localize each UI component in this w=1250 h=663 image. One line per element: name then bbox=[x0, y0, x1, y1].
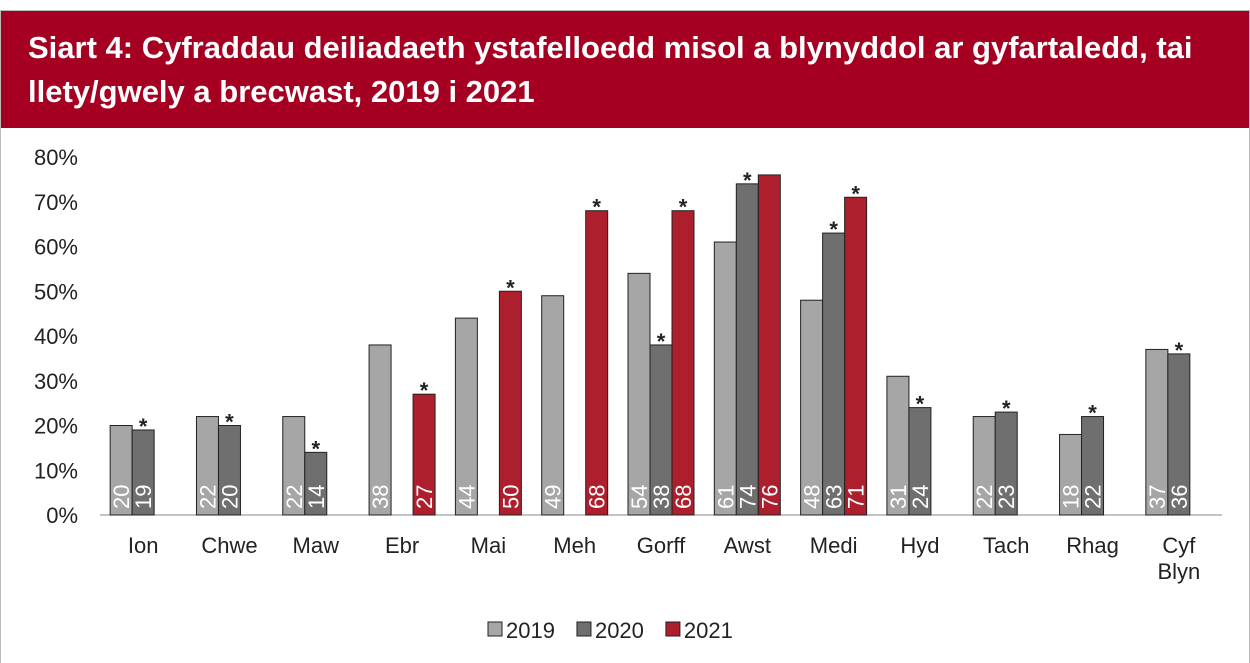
data-label: 19 bbox=[131, 485, 156, 509]
data-label: 68 bbox=[671, 485, 696, 509]
y-tick-label: 50% bbox=[34, 279, 78, 304]
bar bbox=[822, 232, 846, 516]
bar bbox=[368, 344, 392, 516]
legend-swatch bbox=[487, 621, 503, 637]
bar bbox=[498, 290, 522, 516]
annotation: * bbox=[657, 329, 666, 354]
x-tick-label: Cyf Blyn bbox=[1157, 533, 1201, 584]
bar bbox=[844, 196, 868, 516]
data-label: 44 bbox=[454, 485, 479, 509]
annotation: * bbox=[139, 414, 148, 439]
bar bbox=[671, 210, 695, 516]
legend-swatch bbox=[576, 621, 592, 637]
data-label: 61 bbox=[713, 485, 738, 509]
bar bbox=[304, 451, 328, 516]
legend-label: 2021 bbox=[684, 618, 733, 643]
x-tick-label: Hyd bbox=[900, 533, 940, 558]
bar bbox=[1081, 416, 1105, 516]
data-label: 31 bbox=[886, 485, 911, 509]
annotation: * bbox=[225, 410, 234, 435]
data-label: 24 bbox=[908, 485, 933, 509]
y-tick-label: 20% bbox=[34, 414, 78, 439]
x-tick-label: Medi bbox=[809, 533, 858, 558]
annotation: * bbox=[851, 181, 860, 206]
bar bbox=[541, 295, 565, 516]
bar bbox=[1167, 353, 1191, 516]
annotation: * bbox=[916, 392, 925, 417]
y-tick-label: 70% bbox=[34, 190, 78, 215]
data-label: 22 bbox=[1081, 485, 1106, 509]
data-label: 37 bbox=[1145, 485, 1170, 509]
data-label: 38 bbox=[368, 485, 393, 509]
annotation: * bbox=[311, 436, 320, 461]
bar bbox=[585, 210, 609, 516]
bar bbox=[627, 272, 651, 516]
data-label: 18 bbox=[1059, 485, 1084, 509]
annotation: * bbox=[743, 168, 752, 193]
x-tick-label: Gorff bbox=[636, 533, 686, 558]
data-label: 63 bbox=[822, 485, 847, 509]
bar bbox=[412, 393, 436, 516]
data-label: 20 bbox=[109, 485, 134, 509]
bar bbox=[454, 317, 478, 516]
annotation: * bbox=[679, 195, 688, 220]
bar bbox=[757, 174, 781, 516]
y-tick-label: 40% bbox=[34, 324, 78, 349]
x-tick-label: Meh bbox=[553, 533, 597, 558]
data-label: 27 bbox=[412, 485, 437, 509]
data-label: 22 bbox=[195, 485, 220, 509]
x-tick-label: Ion bbox=[127, 533, 159, 558]
x-tick-label: Chwe bbox=[201, 533, 258, 558]
annotation: * bbox=[1175, 338, 1184, 363]
data-label: 68 bbox=[585, 485, 610, 509]
bar bbox=[994, 411, 1018, 516]
y-tick-label: 60% bbox=[34, 235, 78, 260]
data-label: 36 bbox=[1167, 485, 1192, 509]
x-tick-label: Rhag bbox=[1066, 533, 1119, 558]
x-tick-label: Awst bbox=[723, 533, 771, 558]
bar bbox=[800, 299, 824, 516]
chart-title: Siart 4: Cyfraddau deiliadaeth ystafello… bbox=[0, 10, 1250, 128]
annotation: * bbox=[420, 378, 429, 403]
x-tick-label: Mai bbox=[470, 533, 507, 558]
data-label: 20 bbox=[217, 485, 242, 509]
bar bbox=[131, 429, 155, 516]
data-label: 48 bbox=[800, 485, 825, 509]
x-tick-label: Maw bbox=[292, 533, 339, 558]
data-label: 71 bbox=[844, 485, 869, 509]
legend-label: 2019 bbox=[506, 618, 555, 643]
annotation: * bbox=[592, 195, 601, 220]
data-label: 49 bbox=[541, 485, 566, 509]
data-label: 50 bbox=[498, 485, 523, 509]
y-tick-label: 80% bbox=[34, 145, 78, 170]
y-tick-label: 0% bbox=[46, 503, 78, 528]
data-label: 22 bbox=[282, 485, 307, 509]
annotation: * bbox=[506, 275, 515, 300]
bar bbox=[217, 425, 241, 516]
data-label: 22 bbox=[972, 485, 997, 509]
y-tick-label: 10% bbox=[34, 458, 78, 483]
annotation: * bbox=[829, 217, 838, 242]
legend-swatch bbox=[665, 621, 681, 637]
x-tick-label: Tach bbox=[982, 533, 1030, 558]
data-label: 14 bbox=[304, 485, 329, 509]
legend-label: 2020 bbox=[595, 618, 644, 643]
bar bbox=[908, 407, 932, 516]
data-label: 38 bbox=[649, 485, 674, 509]
data-label: 23 bbox=[994, 485, 1019, 509]
data-label: 54 bbox=[627, 485, 652, 509]
bar bbox=[735, 183, 759, 516]
bar bbox=[713, 241, 737, 516]
x-tick-label: Ebr bbox=[384, 533, 420, 558]
data-label: 76 bbox=[757, 485, 782, 509]
annotation: * bbox=[1088, 401, 1097, 426]
y-tick-label: 30% bbox=[34, 369, 78, 394]
data-label: 74 bbox=[735, 485, 760, 509]
annotation: * bbox=[1002, 396, 1011, 421]
